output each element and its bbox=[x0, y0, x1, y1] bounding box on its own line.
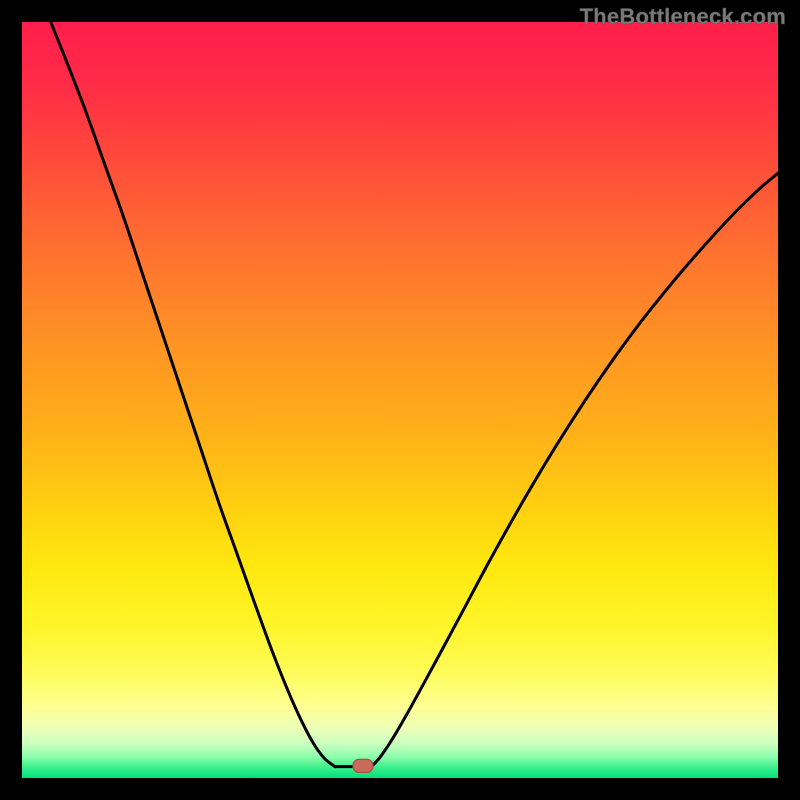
chart-svg bbox=[0, 0, 800, 800]
watermark-text: TheBottleneck.com bbox=[580, 4, 786, 30]
optimal-point-marker bbox=[353, 759, 373, 772]
plot-background bbox=[22, 22, 778, 778]
chart-container: TheBottleneck.com bbox=[0, 0, 800, 800]
